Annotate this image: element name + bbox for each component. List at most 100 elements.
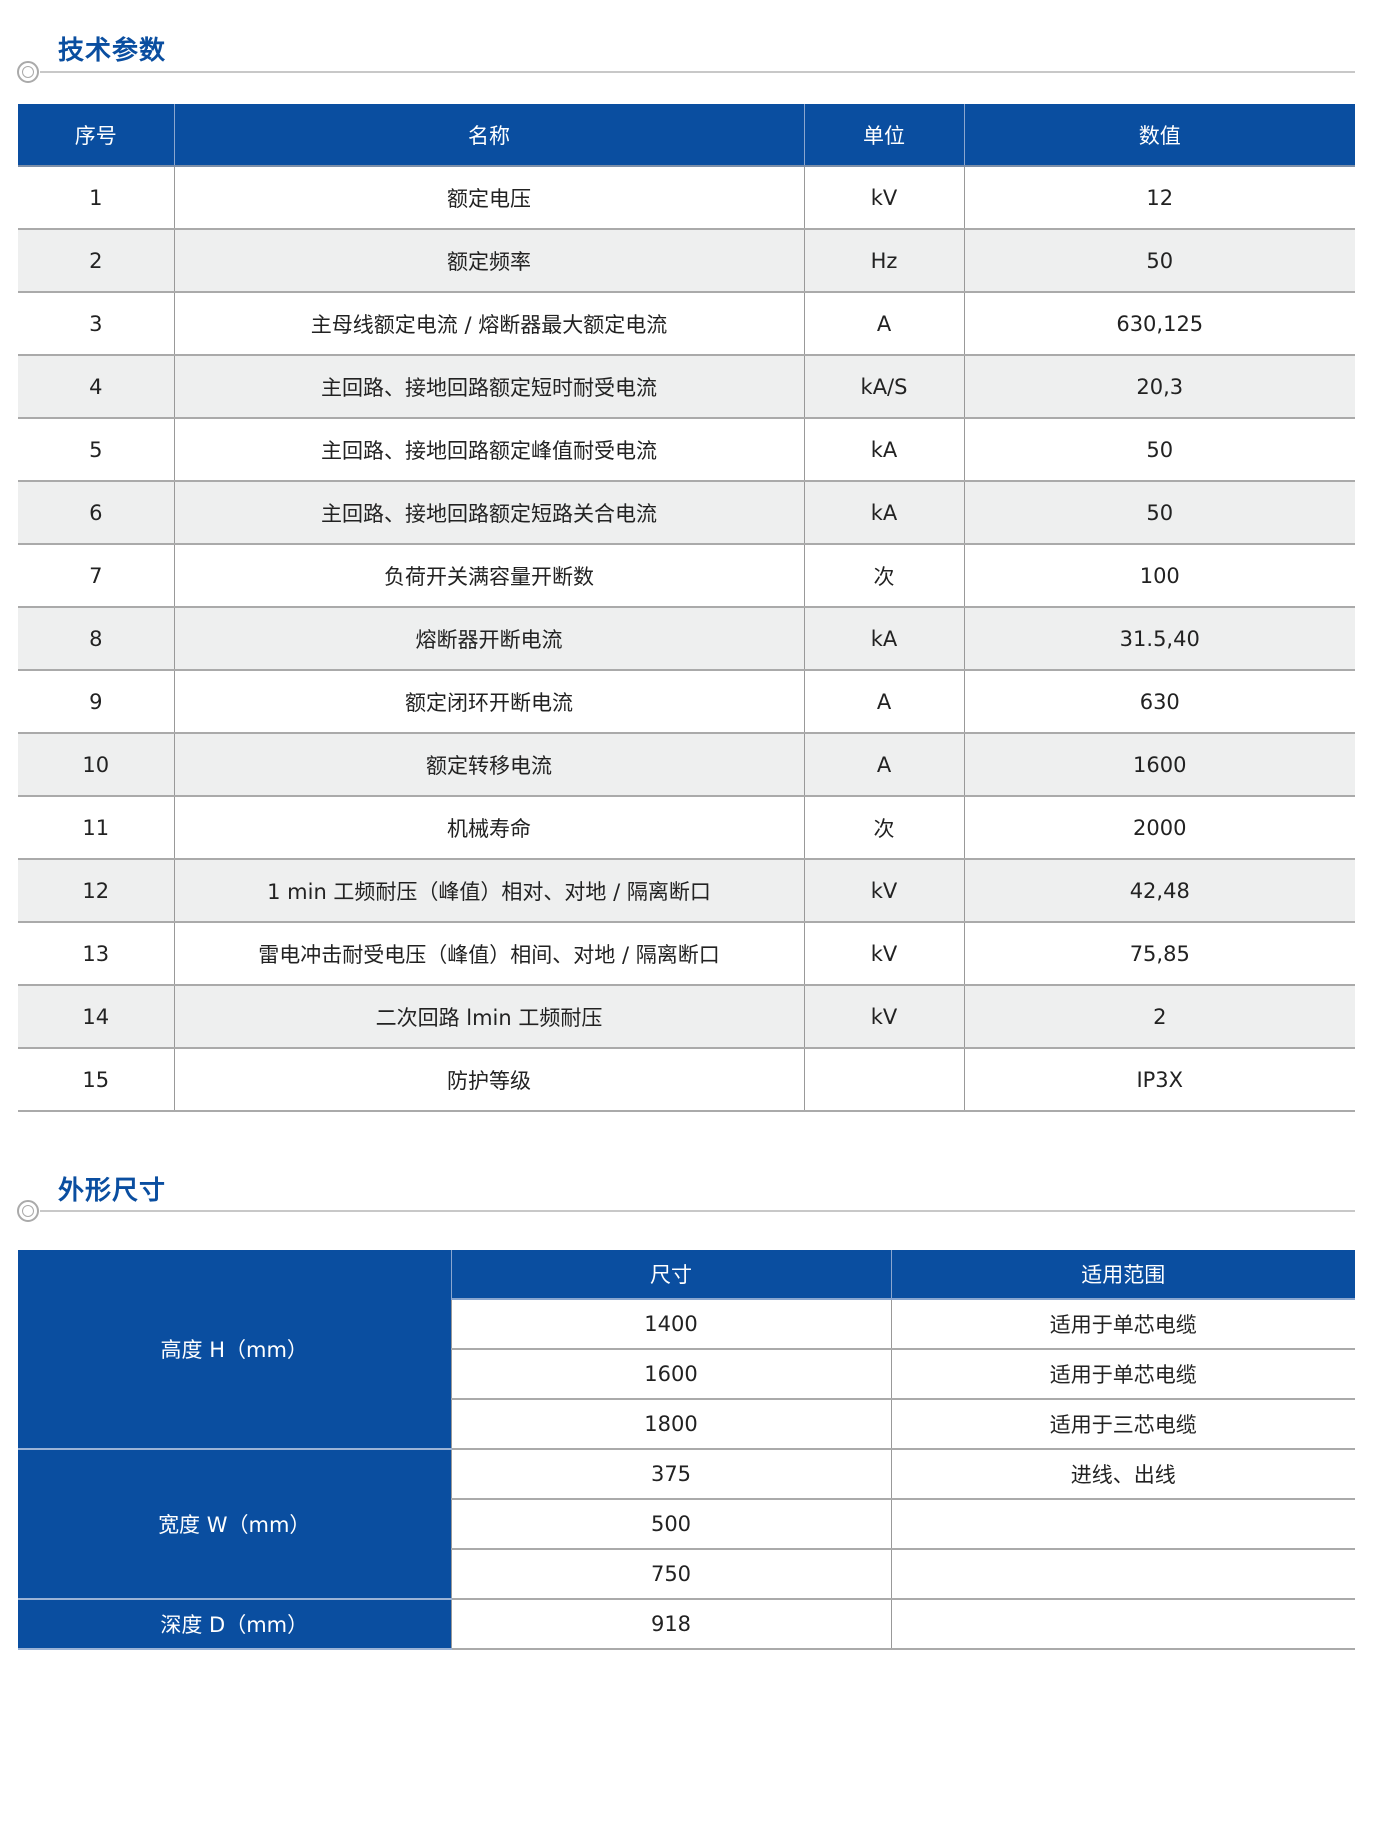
name-cell: 主母线额定电流 / 熔断器最大额定电流 bbox=[173, 292, 804, 356]
index-cell: 4 bbox=[18, 355, 174, 419]
value-cell: 2 bbox=[963, 985, 1355, 1049]
value-cell: 42,48 bbox=[963, 859, 1355, 923]
header-cell: 单位 bbox=[803, 104, 964, 167]
index-cell: 15 bbox=[18, 1048, 174, 1112]
unit-cell: A bbox=[803, 733, 964, 797]
index-cell: 9 bbox=[18, 670, 174, 734]
unit-cell: Hz bbox=[803, 229, 964, 293]
table-row: 750 bbox=[18, 1549, 1355, 1600]
name-cell: 额定电压 bbox=[173, 166, 804, 230]
index-cell: 3 bbox=[18, 292, 174, 356]
index-cell: 7 bbox=[18, 544, 174, 608]
value-cell: 50 bbox=[963, 229, 1355, 293]
tech-params-table: 序号 名称 单位 数值 1 额定电压 kV 12 2 额定频率 Hz 50 3 主母线额定电流 /… bbox=[18, 104, 1355, 1112]
unit-cell: kV bbox=[803, 166, 964, 230]
unit-cell: kV bbox=[803, 985, 964, 1049]
divider bbox=[40, 1210, 1355, 1212]
size-cell: 1600 bbox=[450, 1349, 891, 1400]
scope-cell: 适用于三芯电缆 bbox=[890, 1399, 1355, 1450]
table-row: 13 雷电冲击耐受电压（峰值）相间、对地 / 隔离断口 kV 75,85 bbox=[18, 922, 1355, 986]
table-row: 9 额定闭环开断电流 A 630 bbox=[18, 670, 1355, 734]
value-cell: 2000 bbox=[963, 796, 1355, 860]
value-cell: 50 bbox=[963, 418, 1355, 482]
divider bbox=[40, 71, 1355, 73]
value-cell: 1600 bbox=[963, 733, 1355, 797]
dimensions-table: 高度 H（mm） 尺寸 适用范围 1400 适用于单芯电缆 1600 适用于单芯电缆 1800… bbox=[18, 1250, 1355, 1650]
unit-cell bbox=[803, 1048, 964, 1112]
table-row: 10 额定转移电流 A 1600 bbox=[18, 733, 1355, 797]
value-cell: 630,125 bbox=[963, 292, 1355, 356]
table-header-row: 高度 H（mm） 尺寸 适用范围 bbox=[18, 1250, 1355, 1450]
value-cell: 20,3 bbox=[963, 355, 1355, 419]
scope-cell: 适用于单芯电缆 bbox=[890, 1349, 1355, 1400]
ring-bullet-icon bbox=[17, 61, 39, 83]
value-cell: 12 bbox=[963, 166, 1355, 230]
ring-bullet-icon bbox=[17, 1200, 39, 1222]
size-cell: 1400 bbox=[450, 1299, 891, 1350]
index-cell: 12 bbox=[18, 859, 174, 923]
unit-cell: A bbox=[803, 670, 964, 734]
table-row: 深度 D（mm） 918 bbox=[18, 1599, 1355, 1650]
unit-cell: A bbox=[803, 292, 964, 356]
name-cell: 额定转移电流 bbox=[173, 733, 804, 797]
scope-cell bbox=[890, 1499, 1355, 1550]
unit-cell: kA bbox=[803, 418, 964, 482]
unit-cell: kV bbox=[803, 859, 964, 923]
unit-cell: kV bbox=[803, 922, 964, 986]
scope-cell: 进线、出线 bbox=[890, 1449, 1355, 1500]
table-row: 4 主回路、接地回路额定短时耐受电流 kA/S 20,3 bbox=[18, 355, 1355, 419]
table-row: 2 额定频率 Hz 50 bbox=[18, 229, 1355, 293]
table-row: 6 主回路、接地回路额定短路关合电流 kA 50 bbox=[18, 481, 1355, 545]
name-cell: 雷电冲击耐受电压（峰值）相间、对地 / 隔离断口 bbox=[173, 922, 804, 986]
index-cell: 5 bbox=[18, 418, 174, 482]
scope-cell bbox=[890, 1599, 1355, 1650]
name-cell: 熔断器开断电流 bbox=[173, 607, 804, 671]
index-cell: 1 bbox=[18, 166, 174, 230]
unit-cell: 次 bbox=[803, 544, 964, 608]
index-cell: 13 bbox=[18, 922, 174, 986]
name-cell: 额定频率 bbox=[173, 229, 804, 293]
name-cell: 主回路、接地回路额定短时耐受电流 bbox=[173, 355, 804, 419]
table-header-row: 序号 名称 单位 数值 bbox=[18, 104, 1355, 167]
table-row: 12 1 min 工频耐压（峰值）相对、对地 / 隔离断口 kV 42,48 bbox=[18, 859, 1355, 923]
header-cell: 适用范围 bbox=[890, 1250, 1355, 1300]
value-cell: IP3X bbox=[963, 1048, 1355, 1112]
name-cell: 二次回路 lmin 工频耐压 bbox=[173, 985, 804, 1049]
table-row: 8 熔断器开断电流 kA 31.5,40 bbox=[18, 607, 1355, 671]
name-cell: 机械寿命 bbox=[173, 796, 804, 860]
name-cell: 主回路、接地回路额定短路关合电流 bbox=[173, 481, 804, 545]
name-cell: 负荷开关满容量开断数 bbox=[173, 544, 804, 608]
index-cell: 14 bbox=[18, 985, 174, 1049]
name-cell: 防护等级 bbox=[173, 1048, 804, 1112]
table-row: 11 机械寿命次 2000 bbox=[18, 796, 1355, 860]
unit-cell: 次 bbox=[803, 796, 964, 860]
section-title: 外形尺寸 bbox=[58, 1176, 167, 1206]
unit-cell: kA bbox=[803, 607, 964, 671]
unit-cell: kA/S bbox=[803, 355, 964, 419]
value-cell: 31.5,40 bbox=[963, 607, 1355, 671]
header-cell: 名称 bbox=[173, 104, 804, 167]
header-cell: 尺寸 bbox=[450, 1250, 891, 1300]
section-title: 技术参数 bbox=[58, 36, 167, 66]
table-row: 15 防护等级 IP3X bbox=[18, 1048, 1355, 1112]
value-cell: 75,85 bbox=[963, 922, 1355, 986]
index-cell: 6 bbox=[18, 481, 174, 545]
scope-cell: 适用于单芯电缆 bbox=[890, 1299, 1355, 1350]
size-cell: 500 bbox=[450, 1499, 891, 1550]
index-cell: 2 bbox=[18, 229, 174, 293]
size-cell: 375 bbox=[450, 1449, 891, 1500]
value-cell: 50 bbox=[963, 481, 1355, 545]
table-row: 1 额定电压 kV 12 bbox=[18, 166, 1355, 230]
dimension-label: 宽度 W（mm） bbox=[18, 1449, 451, 1600]
dimension-label: 深度 D（mm） bbox=[18, 1599, 451, 1650]
table-row: 7 负荷开关满容量开断数次 100 bbox=[18, 544, 1355, 608]
table-row: 5 主回路、接地回路额定峰值耐受电流 kA 50 bbox=[18, 418, 1355, 482]
dimension-label: 高度 H（mm） bbox=[18, 1250, 451, 1450]
header-cell: 数值 bbox=[963, 104, 1355, 167]
name-cell: 主回路、接地回路额定峰值耐受电流 bbox=[173, 418, 804, 482]
value-cell: 630 bbox=[963, 670, 1355, 734]
table-row: 14 二次回路 lmin 工频耐压 kV 2 bbox=[18, 985, 1355, 1049]
table-row: 500 bbox=[18, 1499, 1355, 1550]
index-cell: 8 bbox=[18, 607, 174, 671]
table-row: 1400 适用于单芯电缆 bbox=[18, 1299, 1355, 1350]
